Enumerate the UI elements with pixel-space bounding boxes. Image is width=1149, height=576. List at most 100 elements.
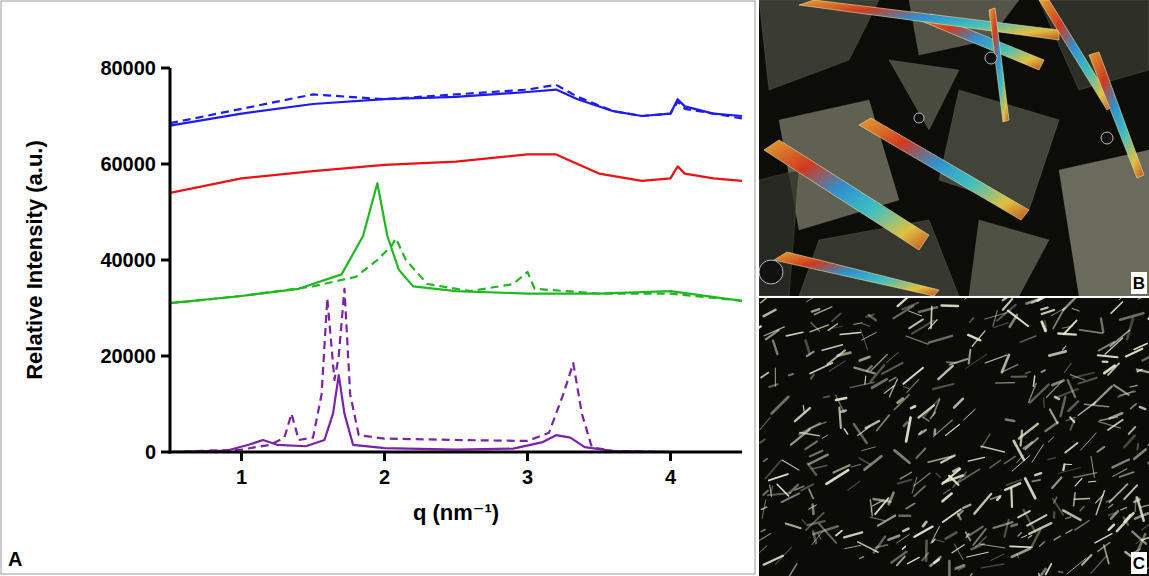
crystallite xyxy=(965,298,969,299)
crystallite xyxy=(822,435,827,438)
crystallite xyxy=(764,310,776,316)
x-tick xyxy=(669,452,672,461)
crystallite xyxy=(1063,298,1081,310)
crystallite xyxy=(950,359,968,365)
birefringent-needle xyxy=(799,0,1059,40)
crystallite xyxy=(807,521,824,525)
crystallite xyxy=(942,493,951,501)
crystallite xyxy=(970,318,974,322)
birefringent-needle xyxy=(859,118,1029,220)
crystallite xyxy=(946,532,957,538)
crystallite xyxy=(1136,540,1140,544)
crystallite xyxy=(889,377,896,381)
crystallite xyxy=(936,473,941,477)
crystallite xyxy=(1098,355,1118,357)
crystallite xyxy=(966,552,988,557)
crystallite xyxy=(919,431,922,434)
crystallite xyxy=(1050,409,1058,423)
crystallite xyxy=(1010,315,1017,327)
crystallite xyxy=(1054,536,1060,540)
crystallite xyxy=(782,460,798,470)
label-patch xyxy=(1131,552,1147,574)
crystallite xyxy=(1066,517,1071,519)
crystallite xyxy=(1012,376,1027,378)
crystallite xyxy=(806,513,824,530)
crystallite xyxy=(903,368,923,384)
image-b xyxy=(759,0,1149,296)
crystallite xyxy=(924,399,939,417)
crystallite xyxy=(1112,459,1128,467)
crystallite xyxy=(930,412,935,418)
crystallite xyxy=(867,366,872,370)
crystallite xyxy=(763,491,767,495)
crystallite xyxy=(1053,513,1056,518)
crystallite xyxy=(1099,342,1115,351)
crystallite xyxy=(1010,489,1013,507)
crystallite xyxy=(1005,298,1022,299)
crystallite xyxy=(1095,534,1112,543)
y-tick xyxy=(161,67,170,70)
crystallite xyxy=(1053,499,1063,515)
crystallite xyxy=(1004,456,1015,463)
crystallite xyxy=(963,505,970,508)
crystallite xyxy=(1012,524,1017,526)
crystallite xyxy=(802,520,806,524)
crystallite xyxy=(769,474,788,480)
crystallite xyxy=(841,411,845,412)
crystallite xyxy=(833,465,849,472)
crystallite xyxy=(1081,433,1097,450)
crystallite xyxy=(1088,481,1095,483)
crystallite xyxy=(819,524,836,543)
crystallite xyxy=(1117,513,1134,531)
crystallite xyxy=(1136,534,1145,554)
crystallite xyxy=(1074,498,1089,500)
crystallite xyxy=(1110,330,1129,346)
crystallite xyxy=(941,455,954,462)
crystallite xyxy=(1075,521,1089,530)
crystallite xyxy=(1056,389,1078,398)
crystallite xyxy=(766,330,779,339)
crystallite xyxy=(771,486,772,493)
bubble xyxy=(985,52,997,64)
crystallite xyxy=(870,517,884,520)
crystallite xyxy=(1067,558,1086,574)
crystallite xyxy=(1068,401,1078,411)
crystallite xyxy=(908,557,920,563)
crystallite xyxy=(981,446,1004,452)
crystallite xyxy=(911,406,915,408)
birefringent-needle xyxy=(989,8,1009,122)
crystallite xyxy=(1025,438,1038,449)
crystallite xyxy=(1026,372,1030,374)
crystallite xyxy=(761,373,768,378)
crystallite xyxy=(812,531,823,545)
crystallite xyxy=(812,465,826,468)
crystallite xyxy=(899,514,910,517)
crystallite xyxy=(858,542,879,552)
crystallite xyxy=(1080,330,1103,333)
crystallite xyxy=(970,527,983,536)
crystallite xyxy=(1002,355,1009,372)
crystallite xyxy=(888,536,899,540)
crystallite xyxy=(1063,510,1080,519)
crystallite xyxy=(942,304,958,307)
crystallite xyxy=(786,524,801,529)
crystallite xyxy=(894,450,909,462)
crystallite xyxy=(990,496,1000,500)
crystallite xyxy=(1108,363,1119,375)
crystallite xyxy=(1138,298,1149,299)
crystallite xyxy=(812,309,820,311)
crystallite xyxy=(1027,515,1046,525)
crystallite xyxy=(765,460,781,479)
x-tick xyxy=(240,452,243,461)
y-tick-label: 40000 xyxy=(100,249,156,271)
crystallite xyxy=(1073,373,1094,378)
crystallite xyxy=(958,567,964,570)
crystallite xyxy=(875,498,888,514)
crystallite xyxy=(933,430,936,435)
crystallite xyxy=(789,374,793,375)
crystallite xyxy=(997,497,1000,500)
crystallite xyxy=(1055,397,1059,399)
crystallite xyxy=(768,493,791,495)
crystallite xyxy=(1124,485,1137,499)
crystallite xyxy=(916,449,925,459)
